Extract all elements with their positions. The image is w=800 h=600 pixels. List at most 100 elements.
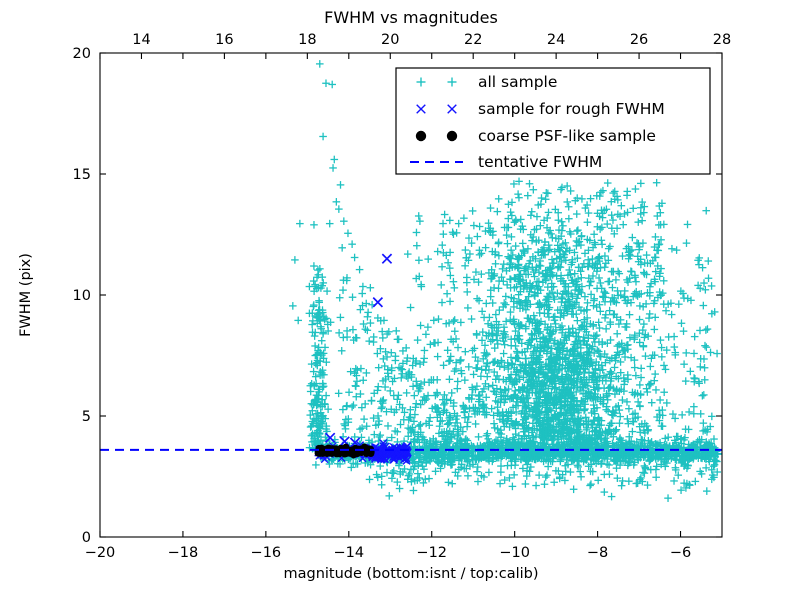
data-point-plus: [397, 364, 405, 373]
data-point-plus: [349, 325, 357, 334]
data-point-plus: [706, 348, 715, 357]
data-point-plus: [391, 356, 400, 365]
data-point-plus: [344, 229, 352, 238]
legend-item-label: all sample: [478, 73, 557, 91]
data-point-plus: [384, 422, 392, 430]
data-point-plus: [595, 324, 604, 332]
data-point-plus: [473, 232, 482, 241]
data-point-plus: [577, 472, 585, 481]
data-point-plus: [336, 313, 345, 322]
data-point-plus: [690, 402, 698, 411]
x-tick-label-bottom: −16: [251, 545, 282, 561]
data-point-plus: [544, 462, 552, 471]
data-point-plus: [315, 60, 324, 68]
data-point-plus: [329, 455, 338, 463]
data-point-plus: [416, 217, 424, 225]
data-point-plus: [634, 398, 642, 406]
data-point-plus: [473, 294, 481, 303]
data-point-plus: [315, 296, 323, 305]
data-point-plus: [434, 458, 442, 467]
data-point-plus: [607, 211, 616, 219]
data-point-plus: [430, 316, 438, 325]
data-point-plus: [563, 182, 571, 190]
data-point-plus: [461, 246, 470, 254]
data-point-plus: [654, 246, 663, 255]
data-point-plus: [623, 191, 631, 200]
data-point-plus: [703, 325, 712, 333]
y-tick-label: 15: [73, 167, 91, 183]
data-point-plus: [515, 193, 523, 202]
data-point-plus: [650, 325, 659, 334]
data-point-plus: [364, 308, 372, 317]
data-point-plus: [308, 320, 316, 329]
legend-dot-icon: [415, 130, 427, 142]
data-point-plus: [566, 187, 575, 195]
data-point-plus: [617, 481, 626, 490]
data-point-plus: [536, 221, 545, 230]
data-point-plus: [454, 343, 462, 352]
data-point-plus: [620, 287, 629, 295]
data-point-plus: [445, 375, 454, 384]
data-point-plus: [339, 286, 347, 294]
data-point-plus: [503, 239, 512, 248]
data-point-plus: [632, 438, 641, 446]
data-point-plus: [416, 321, 425, 330]
data-point-plus: [305, 282, 314, 291]
data-point-plus: [446, 297, 454, 306]
data-point-plus: [617, 201, 626, 210]
data-point-plus: [446, 216, 454, 225]
data-point-plus: [439, 230, 448, 238]
data-point-plus: [492, 453, 501, 462]
data-point-plus: [386, 387, 395, 395]
data-point-plus: [605, 306, 614, 315]
data-point-plus: [497, 462, 505, 470]
data-point-plus: [440, 210, 449, 219]
data-point-plus: [468, 207, 477, 215]
data-point-plus: [647, 398, 656, 407]
data-point-plus: [448, 479, 457, 488]
data-point-plus: [453, 384, 462, 393]
x-tick-label-top: 14: [132, 32, 150, 48]
data-point-plus: [608, 439, 617, 448]
data-point-plus: [474, 392, 483, 400]
data-point-plus: [527, 283, 536, 292]
data-point-plus: [646, 381, 654, 389]
data-point-plus: [329, 164, 337, 172]
data-point-plus: [642, 251, 651, 259]
data-point-plus: [475, 222, 484, 231]
data-point-plus: [306, 387, 315, 396]
data-point-plus: [464, 304, 472, 312]
y-tick-label: 0: [82, 530, 91, 546]
data-point-plus: [506, 308, 515, 316]
data-point-plus: [572, 210, 581, 218]
data-point-plus: [616, 412, 625, 421]
data-point-plus: [597, 188, 605, 197]
data-point-plus: [309, 277, 318, 285]
x-tick-label-top: 28: [713, 32, 731, 48]
data-point-plus: [350, 253, 359, 262]
data-point-plus: [374, 363, 383, 372]
data-point-plus: [406, 303, 415, 312]
data-point-plus: [677, 319, 686, 328]
data-point-plus: [467, 315, 476, 323]
x-tick-label-bottom: −12: [416, 545, 447, 561]
data-point-plus: [695, 379, 703, 388]
data-point-plus: [640, 469, 649, 477]
data-point-plus: [461, 376, 469, 384]
data-point-plus: [679, 327, 688, 335]
data-point-plus: [529, 185, 538, 194]
data-point-plus: [456, 357, 464, 365]
data-point-plus: [426, 340, 435, 349]
data-point-plus: [595, 274, 603, 282]
data-point-plus: [662, 306, 670, 315]
data-point-plus: [319, 132, 327, 141]
x-tick-label-top: 18: [298, 32, 316, 48]
data-point-plus: [358, 289, 367, 298]
data-point-plus: [464, 363, 473, 371]
data-point-plus: [670, 477, 678, 485]
data-point-plus: [410, 391, 419, 400]
data-point-plus: [409, 486, 418, 495]
data-point-plus: [478, 307, 486, 316]
data-point-plus: [340, 217, 348, 225]
